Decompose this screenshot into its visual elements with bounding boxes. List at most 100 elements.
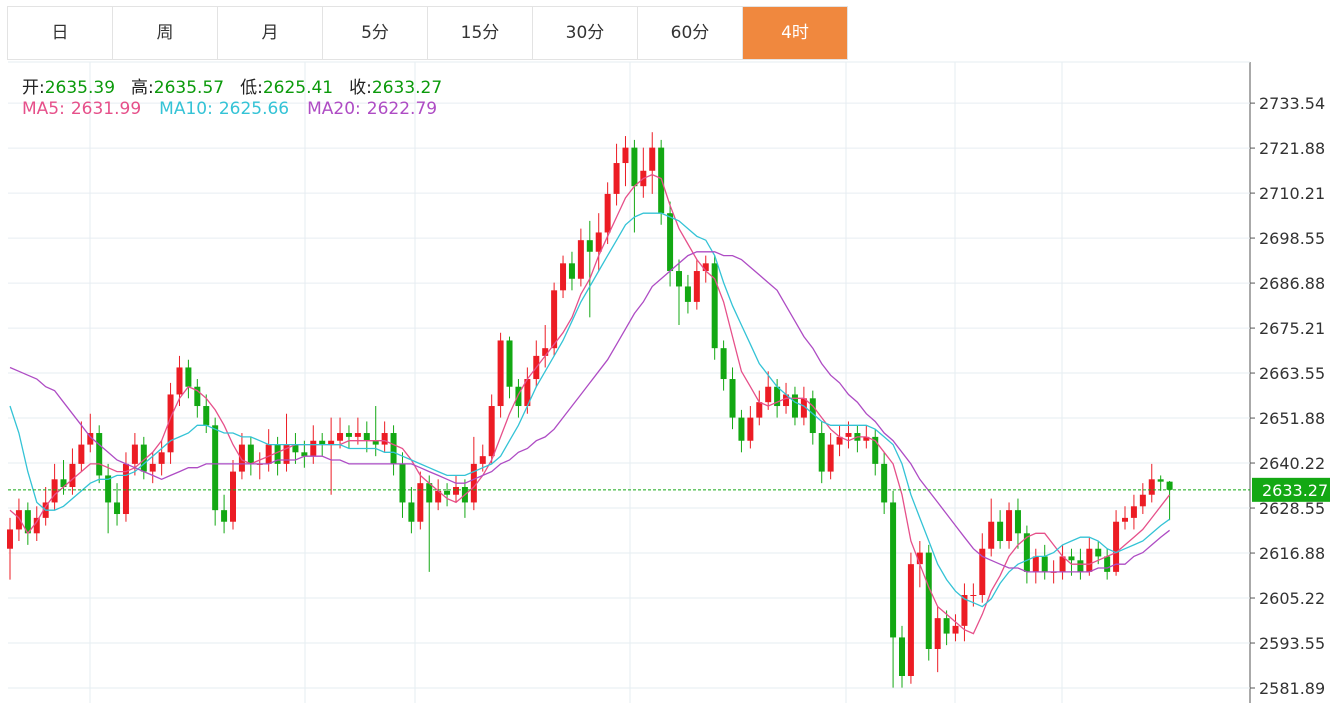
candle-body <box>417 483 424 522</box>
candle-body <box>328 440 335 445</box>
candle-body <box>435 490 442 503</box>
candle-body <box>524 379 531 407</box>
candle-body <box>676 271 682 287</box>
period-tab[interactable]: 5分 <box>323 7 428 59</box>
candle-body <box>51 479 58 503</box>
candle-body <box>890 502 897 638</box>
candle-body <box>800 398 807 418</box>
ma-legend: MA5: 2631.99 MA10: 2625.66 MA20: 2622.79 <box>22 99 455 119</box>
period-tabs: 日周月 5分 15分 30分 60分 4时 <box>7 6 848 60</box>
candle-body <box>114 502 121 515</box>
period-tab[interactable]: 日 <box>8 7 113 59</box>
y-tick-label: 2581.89 <box>1259 679 1325 698</box>
candle-body <box>604 193 611 233</box>
candle-body <box>399 463 406 503</box>
period-tab[interactable]: 周 <box>113 7 218 59</box>
candle-body <box>408 502 415 522</box>
candle-body <box>488 406 495 457</box>
candle-body <box>1059 556 1066 572</box>
candle-body <box>934 618 941 650</box>
candle-body <box>131 444 138 464</box>
candle-body <box>426 483 433 503</box>
candle-body <box>292 444 299 453</box>
candle-body <box>247 444 254 464</box>
candle-body <box>649 147 656 171</box>
candle-body <box>105 475 112 503</box>
candle-body <box>444 490 451 495</box>
ma-name: MA20: <box>307 99 361 119</box>
candle-body <box>568 263 575 279</box>
candle-body <box>667 213 674 272</box>
candle-body <box>702 263 709 272</box>
candle-body <box>167 394 174 453</box>
ohlc-label: 收: <box>349 78 372 98</box>
ohlc-label: 高: <box>131 78 154 98</box>
candle-body <box>943 618 950 634</box>
candle-body <box>140 444 147 472</box>
candle-body <box>1113 521 1120 572</box>
candle-body <box>863 436 870 441</box>
y-tick-label: 2628.55 <box>1259 499 1325 518</box>
candle-body <box>24 510 31 534</box>
candle-body <box>33 517 40 534</box>
candle-body <box>221 510 228 522</box>
candle-body <box>1122 517 1128 522</box>
candle-body <box>827 444 834 472</box>
candle-body <box>301 452 308 457</box>
y-tick-label: 2616.88 <box>1259 544 1325 563</box>
y-tick-label: 2651.88 <box>1259 409 1325 428</box>
ma-value: 2622.79 <box>366 99 438 119</box>
candle-body <box>551 290 558 349</box>
y-tick-label: 2698.55 <box>1259 229 1325 248</box>
candle-body <box>265 444 272 464</box>
candle-body <box>1006 510 1013 542</box>
date-grid <box>89 62 1063 703</box>
ohlc-label: 低: <box>240 78 263 98</box>
candle-body <box>319 440 326 445</box>
period-tab[interactable]: 60分 <box>638 7 743 59</box>
candle-body <box>542 348 549 356</box>
candle-body <box>310 440 317 457</box>
candle-body <box>818 433 825 472</box>
ohlc-label: 开: <box>22 78 45 98</box>
y-tick-label: 2686.88 <box>1259 274 1325 293</box>
candle-body <box>916 552 923 565</box>
candle-body <box>470 463 477 503</box>
candle-body <box>970 595 977 597</box>
ma-value: 2625.66 <box>218 99 290 119</box>
candle-body <box>194 386 201 407</box>
candle-body <box>952 625 959 634</box>
candle-body <box>586 240 593 252</box>
period-tab[interactable]: 15分 <box>428 7 533 59</box>
candle-body <box>1041 556 1048 572</box>
y-tick-label: 2721.88 <box>1259 139 1325 158</box>
period-tab[interactable]: 月 <box>218 7 323 59</box>
y-tick-label: 2640.22 <box>1259 454 1325 473</box>
ohlc-legend: 开:2635.39 高:2635.57 低:2625.41 收:2633.27 <box>22 73 458 98</box>
ma-line <box>9 212 1170 608</box>
candle-body <box>836 436 843 445</box>
candle-body <box>363 433 370 441</box>
ma-value: 2631.99 <box>70 99 142 119</box>
candle-body <box>631 147 638 187</box>
period-tab[interactable]: 4时 <box>743 7 848 59</box>
candle-body <box>1068 556 1075 561</box>
candle-body <box>1148 479 1155 495</box>
candle-body <box>15 510 22 530</box>
candle-body <box>988 521 995 549</box>
candle-body <box>756 402 763 418</box>
y-tick-label: 2675.21 <box>1259 319 1325 338</box>
candle-body <box>747 417 754 441</box>
candle-body <box>925 552 932 650</box>
candle-body <box>96 433 103 476</box>
candle-body <box>881 463 888 503</box>
candle-body <box>7 529 13 549</box>
candle-body <box>212 425 219 511</box>
ma-line <box>9 173 1171 635</box>
ma-name: MA5: <box>22 99 65 119</box>
candle-body <box>453 487 459 495</box>
period-tab[interactable]: 30分 <box>533 7 638 59</box>
candle-body <box>595 232 602 252</box>
